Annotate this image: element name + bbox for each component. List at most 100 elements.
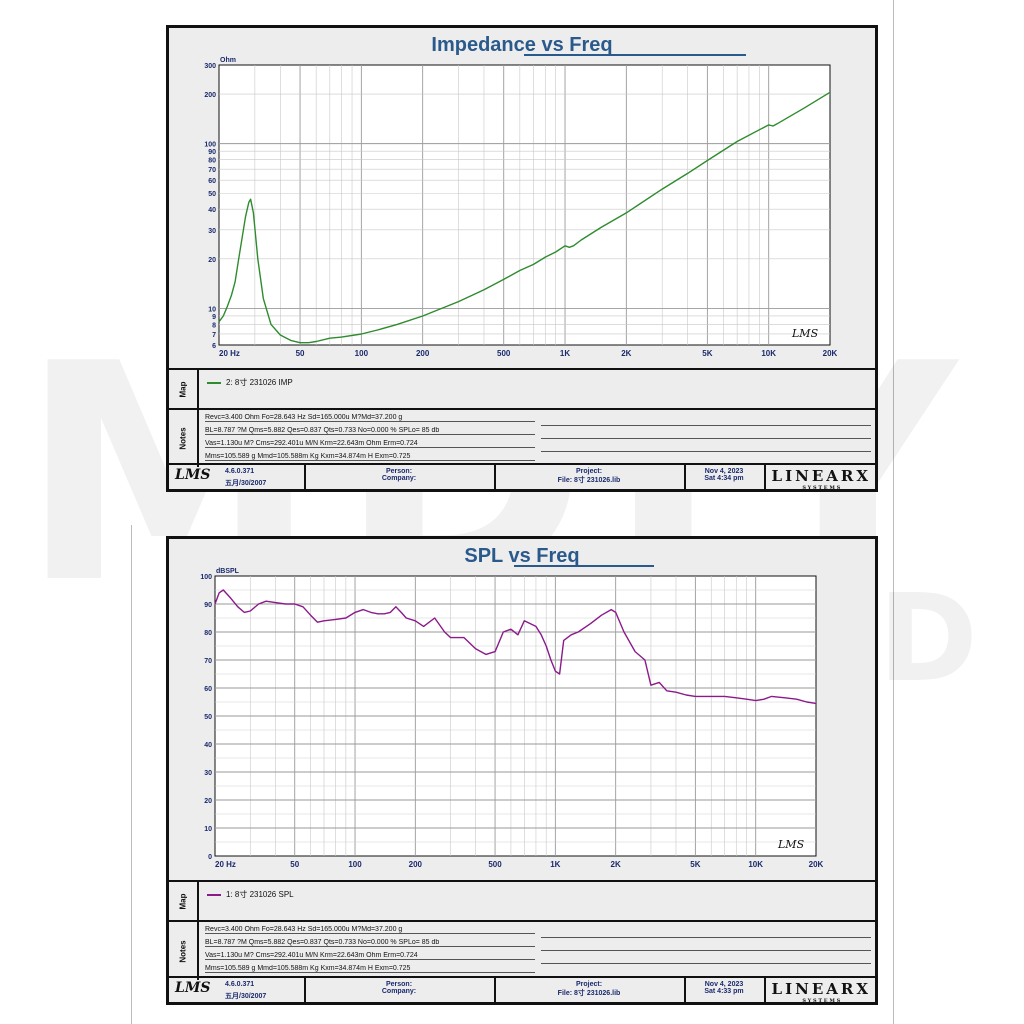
x-tick-label: 20 Hz — [215, 860, 236, 869]
footer-version: 4.6.0.371 — [225, 468, 255, 475]
footer-date: Nov 4, 2023 — [704, 468, 744, 475]
notes-label: Notes — [169, 922, 199, 980]
footer-version: 4.6.0.371 — [225, 981, 255, 988]
y-tick-label: 70 — [204, 658, 212, 665]
note-blank — [541, 424, 871, 426]
linearx-brand: LINEARX — [771, 980, 871, 998]
page-rule-bottom-left — [131, 525, 132, 1024]
y-tick-label: 60 — [208, 178, 216, 185]
spl-title-underline — [514, 565, 654, 567]
impedance-footer: LMS 4.6.0.371 五月/30/2007 Person: Company… — [169, 463, 875, 491]
spl-note-4: Mms=105.589 g Mmd=105.588m Kg Kxm=34.874… — [205, 965, 535, 973]
impedance-legend-label: 2: 8寸 231026 IMP — [226, 378, 293, 387]
x-tick-label: 5K — [702, 349, 712, 358]
plot-lms-mark: LMS — [777, 838, 805, 851]
x-tick-label: 10K — [748, 860, 763, 869]
spl-panel: SPL vs Freq 20 Hz 50 100 200 500 1K 2K 5K 10K 20K… — [166, 536, 878, 1005]
y-tick-label: 50 — [204, 714, 212, 721]
y-tick-label: 6 — [212, 343, 216, 350]
y-tick-label: 9 — [212, 314, 216, 321]
note-blank — [541, 936, 871, 938]
spl-footer: LMS 4.6.0.371 五月/30/2007 Person: Company… — [169, 976, 875, 1004]
lms-logo: LMS — [175, 980, 211, 996]
footer-company: Company: — [381, 988, 417, 995]
footer-person-cell: Person: Company: — [304, 978, 496, 1002]
footer-date: Nov 4, 2023 — [704, 981, 744, 988]
spl-title: SPL vs Freq — [464, 545, 580, 567]
footer-date-cell: Nov 4, 2023 Sat 4:33 pm — [684, 978, 766, 1002]
y-axis-unit-label: dBSPL — [216, 568, 240, 575]
y-tick-label: 80 — [204, 630, 212, 637]
linearx-logo: LINEARX S Y S T E M S — [772, 467, 871, 491]
x-tick-label: 10K — [761, 349, 776, 358]
y-tick-label: 100 — [204, 142, 216, 149]
impedance-notes-row: Notes Revc=3.400 Ohm Fo=28.643 Hz Sd=165… — [169, 408, 875, 467]
impedance-legend-swatch — [207, 381, 221, 384]
page-rule-top — [893, 0, 894, 530]
impedance-panel: Impedance vs Freq 20 Hz 50 100 200 500 1K 2K 5K… — [166, 25, 878, 492]
y-tick-label: 20 — [204, 798, 212, 805]
x-tick-label: 20 Hz — [219, 349, 240, 358]
x-tick-label: 2K — [611, 860, 621, 869]
impedance-note-4: Mms=105.589 g Mmd=105.588m Kg Kxm=34.874… — [205, 453, 535, 461]
x-tick-label: 2K — [621, 349, 631, 358]
footer-date-cn: 五月/30/2007 — [225, 480, 267, 487]
x-tick-label: 50 — [296, 349, 305, 358]
impedance-note-3: Vas=1.130u M? Cms=292.401u M/N Krm=22.64… — [205, 440, 535, 448]
y-tick-label: 300 — [204, 63, 216, 70]
map-label: Map — [169, 882, 199, 920]
notes-label: Notes — [169, 410, 199, 467]
impedance-note-1: Revc=3.400 Ohm Fo=28.643 Hz Sd=165.000u … — [205, 414, 535, 422]
y-tick-label: 20 — [208, 257, 216, 264]
y-tick-label: 70 — [208, 167, 216, 174]
y-tick-label: 30 — [204, 770, 212, 777]
impedance-map-row: Map 2: 8寸 231026 IMP — [169, 368, 875, 408]
spl-note-3: Vas=1.130u M? Cms=292.401u M/N Krm=22.64… — [205, 952, 535, 960]
y-tick-label: 90 — [208, 149, 216, 156]
footer-file: File: 8寸 231026.lib — [557, 477, 621, 484]
spl-note-1: Revc=3.400 Ohm Fo=28.643 Hz Sd=165.000u … — [205, 926, 535, 934]
footer-date-cn: 五月/30/2007 — [225, 993, 267, 1000]
x-tick-label: 200 — [409, 860, 423, 869]
footer-person: Person: — [385, 981, 413, 988]
x-tick-label: 100 — [348, 860, 362, 869]
spl-legend: 1: 8寸 231026 SPL — [207, 889, 294, 900]
x-tick-label: 500 — [488, 860, 502, 869]
y-tick-label: 8 — [212, 322, 216, 329]
y-axis-unit-label: Ohm — [220, 57, 236, 64]
note-blank — [541, 450, 871, 452]
x-tick-label: 20K — [823, 349, 838, 358]
y-tick-label: 60 — [204, 686, 212, 693]
x-tick-label: 50 — [290, 860, 299, 869]
footer-file: File: 8寸 231026.lib — [557, 990, 621, 997]
footer-logo-cell: LMS 4.6.0.371 五月/30/2007 — [169, 465, 306, 489]
footer-person: Person: — [385, 468, 413, 475]
linearx-brand: LINEARX — [771, 467, 871, 485]
x-tick-label: 5K — [690, 860, 700, 869]
footer-time: Sat 4:34 pm — [704, 475, 744, 482]
x-tick-label: 1K — [560, 349, 570, 358]
series-line — [218, 91, 831, 344]
plot-lms-mark: LMS — [791, 327, 819, 340]
impedance-title: Impedance vs Freq — [431, 34, 613, 56]
footer-project-cell: Project: File: 8寸 231026.lib — [494, 465, 686, 489]
footer-date-cell: Nov 4, 2023 Sat 4:34 pm — [684, 465, 766, 489]
y-tick-label: 0 — [208, 854, 212, 861]
spl-legend-label: 1: 8寸 231026 SPL — [226, 890, 294, 899]
y-tick-label: 50 — [208, 191, 216, 198]
y-tick-label: 10 — [204, 826, 212, 833]
note-blank — [541, 437, 871, 439]
y-tick-label: 7 — [212, 332, 216, 339]
footer-project: Project: — [575, 468, 603, 475]
y-tick-label: 30 — [208, 228, 216, 235]
page-rule-bottom-right — [893, 525, 894, 1024]
footer-project-cell: Project: File: 8寸 231026.lib — [494, 978, 686, 1002]
spl-note-2: BL=8.787 ?M Qms=5.882 Qes=0.837 Qts=0.73… — [205, 939, 535, 947]
y-tick-label: 40 — [204, 742, 212, 749]
footer-company: Company: — [381, 475, 417, 482]
impedance-chart: 20 Hz 50 100 200 500 1K 2K 5K 10K 20K300200100908… — [204, 57, 838, 358]
linearx-logo: LINEARX S Y S T E M S — [772, 980, 871, 1004]
y-tick-label: 80 — [208, 158, 216, 165]
footer-time: Sat 4:33 pm — [704, 988, 744, 995]
spl-map-row: Map 1: 8寸 231026 SPL — [169, 880, 875, 920]
